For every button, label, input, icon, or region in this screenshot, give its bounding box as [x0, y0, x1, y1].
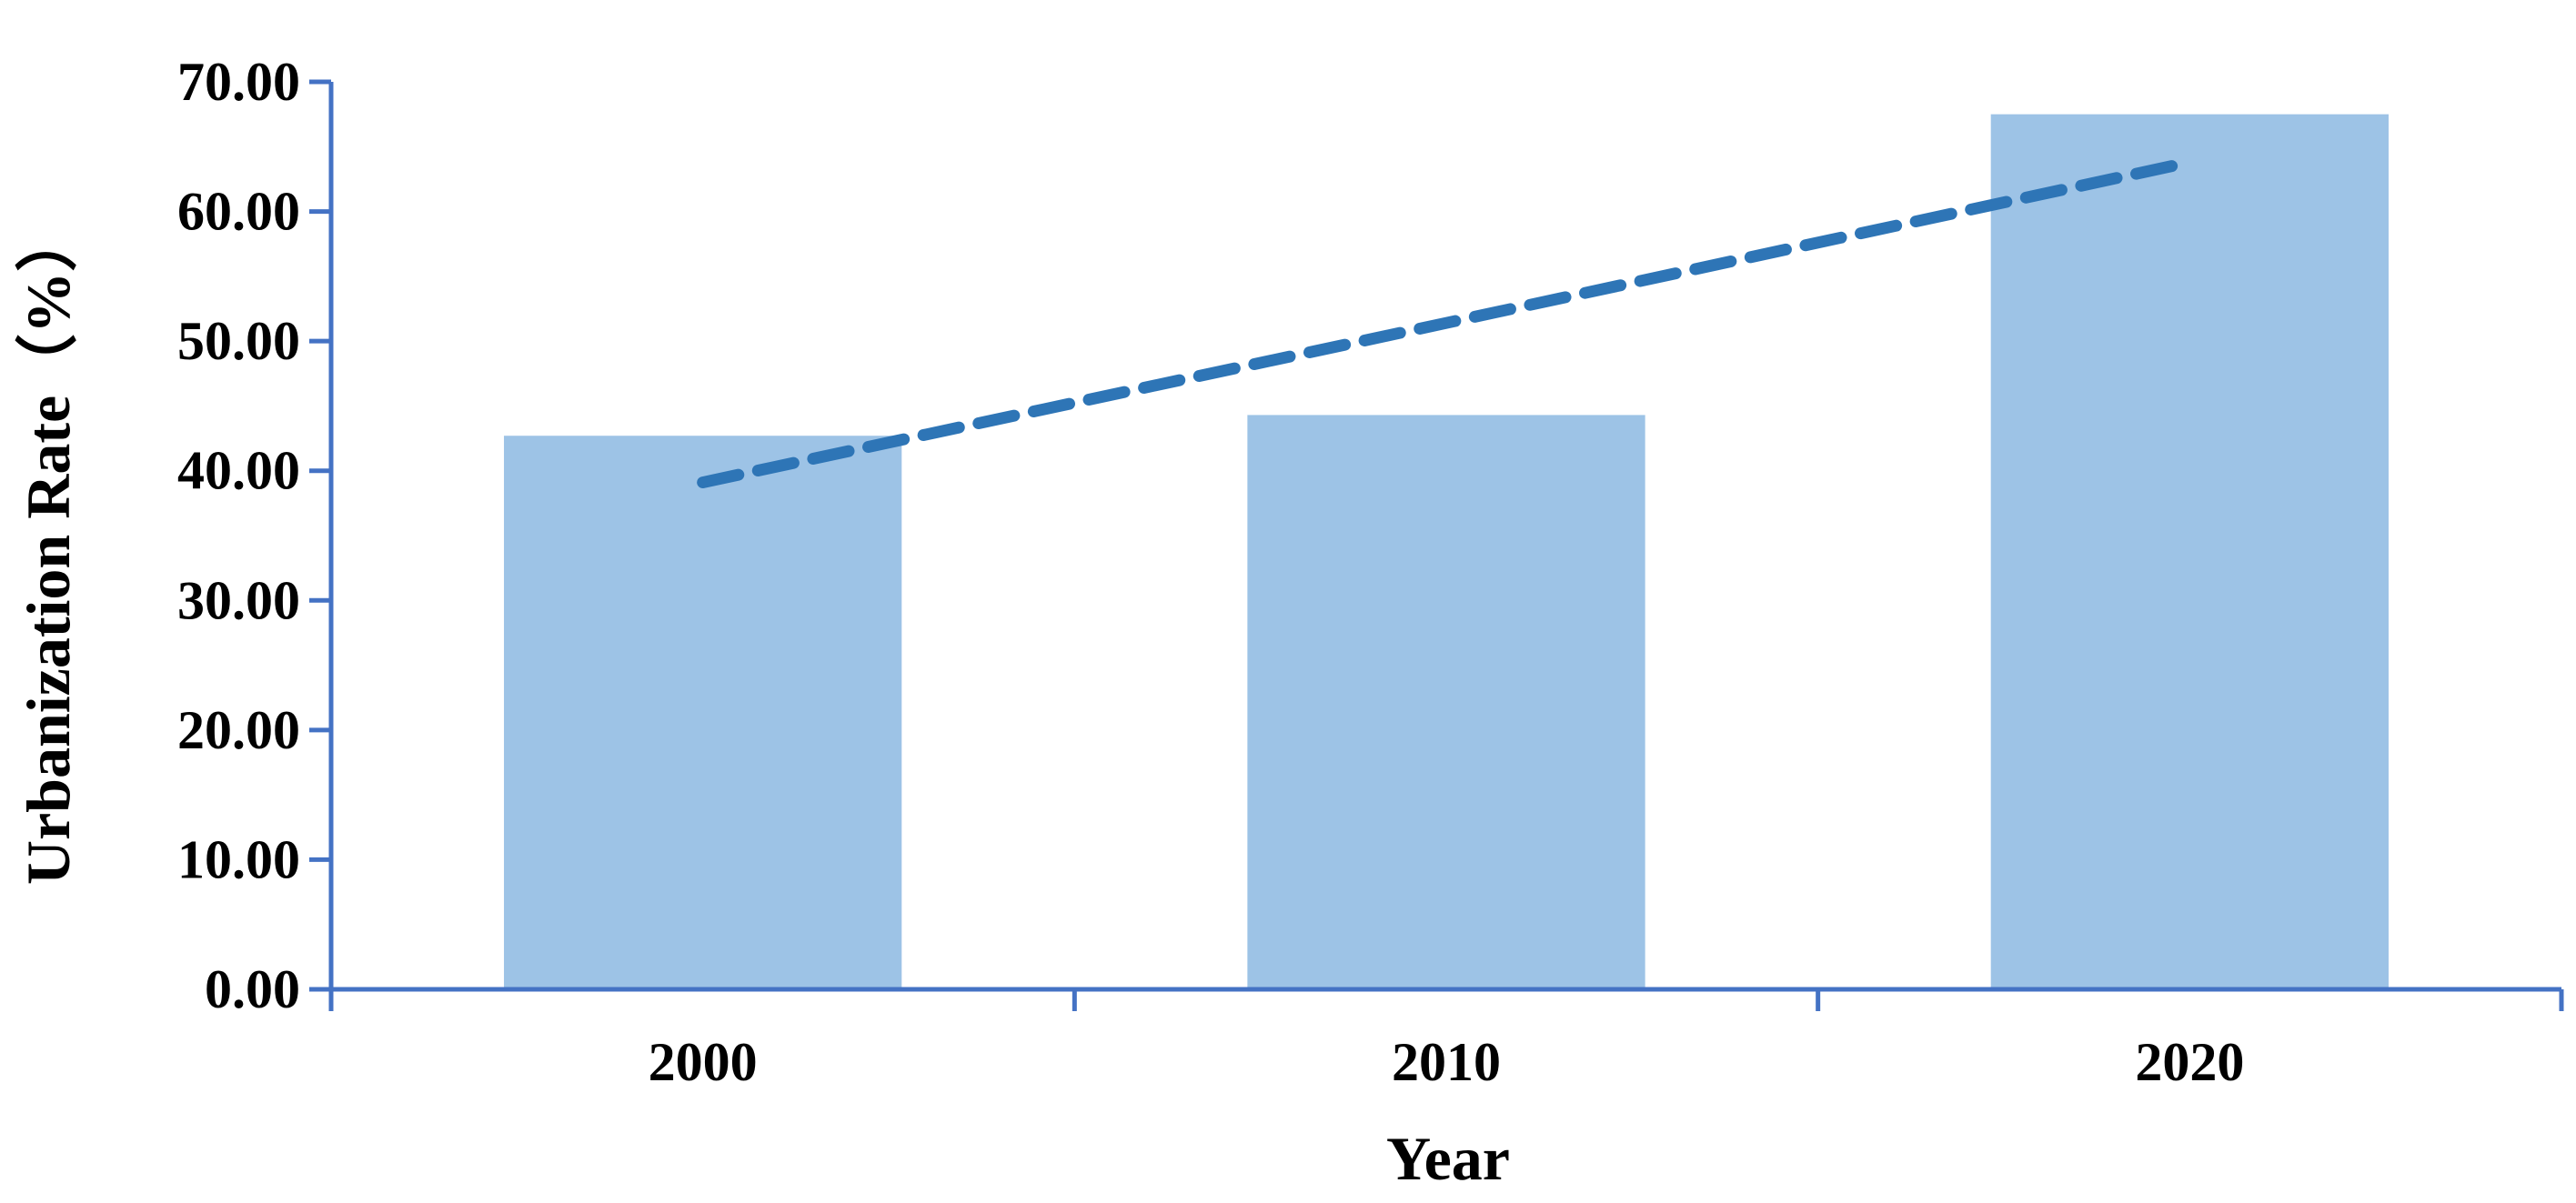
y-tick-label: 10.00: [177, 829, 300, 889]
y-tick-label: 20.00: [177, 700, 300, 760]
y-tick-label: 50.00: [177, 311, 300, 371]
axes-group: [309, 79, 2564, 1011]
y-axis-title: Urbanization Rate（%）: [14, 210, 83, 885]
y-tick-label: 70.00: [177, 52, 300, 112]
y-tick-label: 0.00: [205, 959, 300, 1019]
trendline-group: [697, 155, 2196, 489]
bar-2020: [1990, 114, 2389, 989]
tick-labels-group: 0.00 10.00 20.00 30.00 40.00 50.00 60.00 70.00 2…: [177, 52, 2244, 1092]
x-tick-label: 2010: [1392, 1032, 1501, 1092]
trendline: [697, 155, 2196, 489]
bar-2010: [1247, 415, 1645, 989]
x-tick-label: 2020: [2135, 1032, 2244, 1092]
x-axis-title: Year: [1386, 1124, 1510, 1193]
bar-2000: [504, 436, 902, 990]
y-tick-label: 40.00: [177, 441, 300, 501]
y-tick-label: 30.00: [177, 570, 300, 630]
x-tick-label: 2000: [649, 1032, 758, 1092]
y-tick-label: 60.00: [177, 182, 300, 242]
bars-group: [504, 114, 2389, 990]
